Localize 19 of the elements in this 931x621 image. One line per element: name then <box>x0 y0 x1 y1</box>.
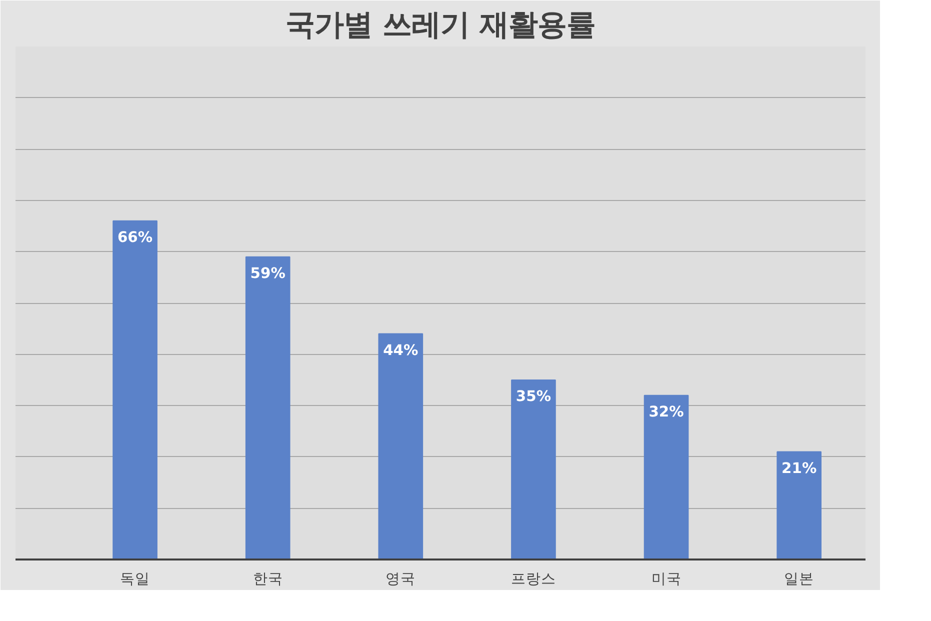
bar <box>776 451 822 560</box>
x-tick-label: 일본 <box>784 570 814 588</box>
x-tick-label: 미국 <box>651 570 682 588</box>
bar <box>511 379 556 560</box>
data-label: 44% <box>383 342 419 359</box>
data-label: 21% <box>782 460 817 477</box>
data-label: 35% <box>516 388 552 405</box>
x-tick-label: 한국 <box>252 570 283 588</box>
bar <box>644 394 689 560</box>
data-label: 66% <box>117 228 153 246</box>
data-label: 32% <box>648 403 684 420</box>
x-tick-label: 프랑스 <box>510 570 556 588</box>
bar <box>245 256 290 560</box>
data-label: 59% <box>250 264 286 282</box>
bar <box>112 220 158 560</box>
x-tick-label: 영국 <box>386 570 416 588</box>
bar <box>378 333 424 560</box>
x-tick-label: 독일 <box>120 570 150 588</box>
chart-title: 국가별 쓰레기 재활용률 <box>285 8 596 42</box>
